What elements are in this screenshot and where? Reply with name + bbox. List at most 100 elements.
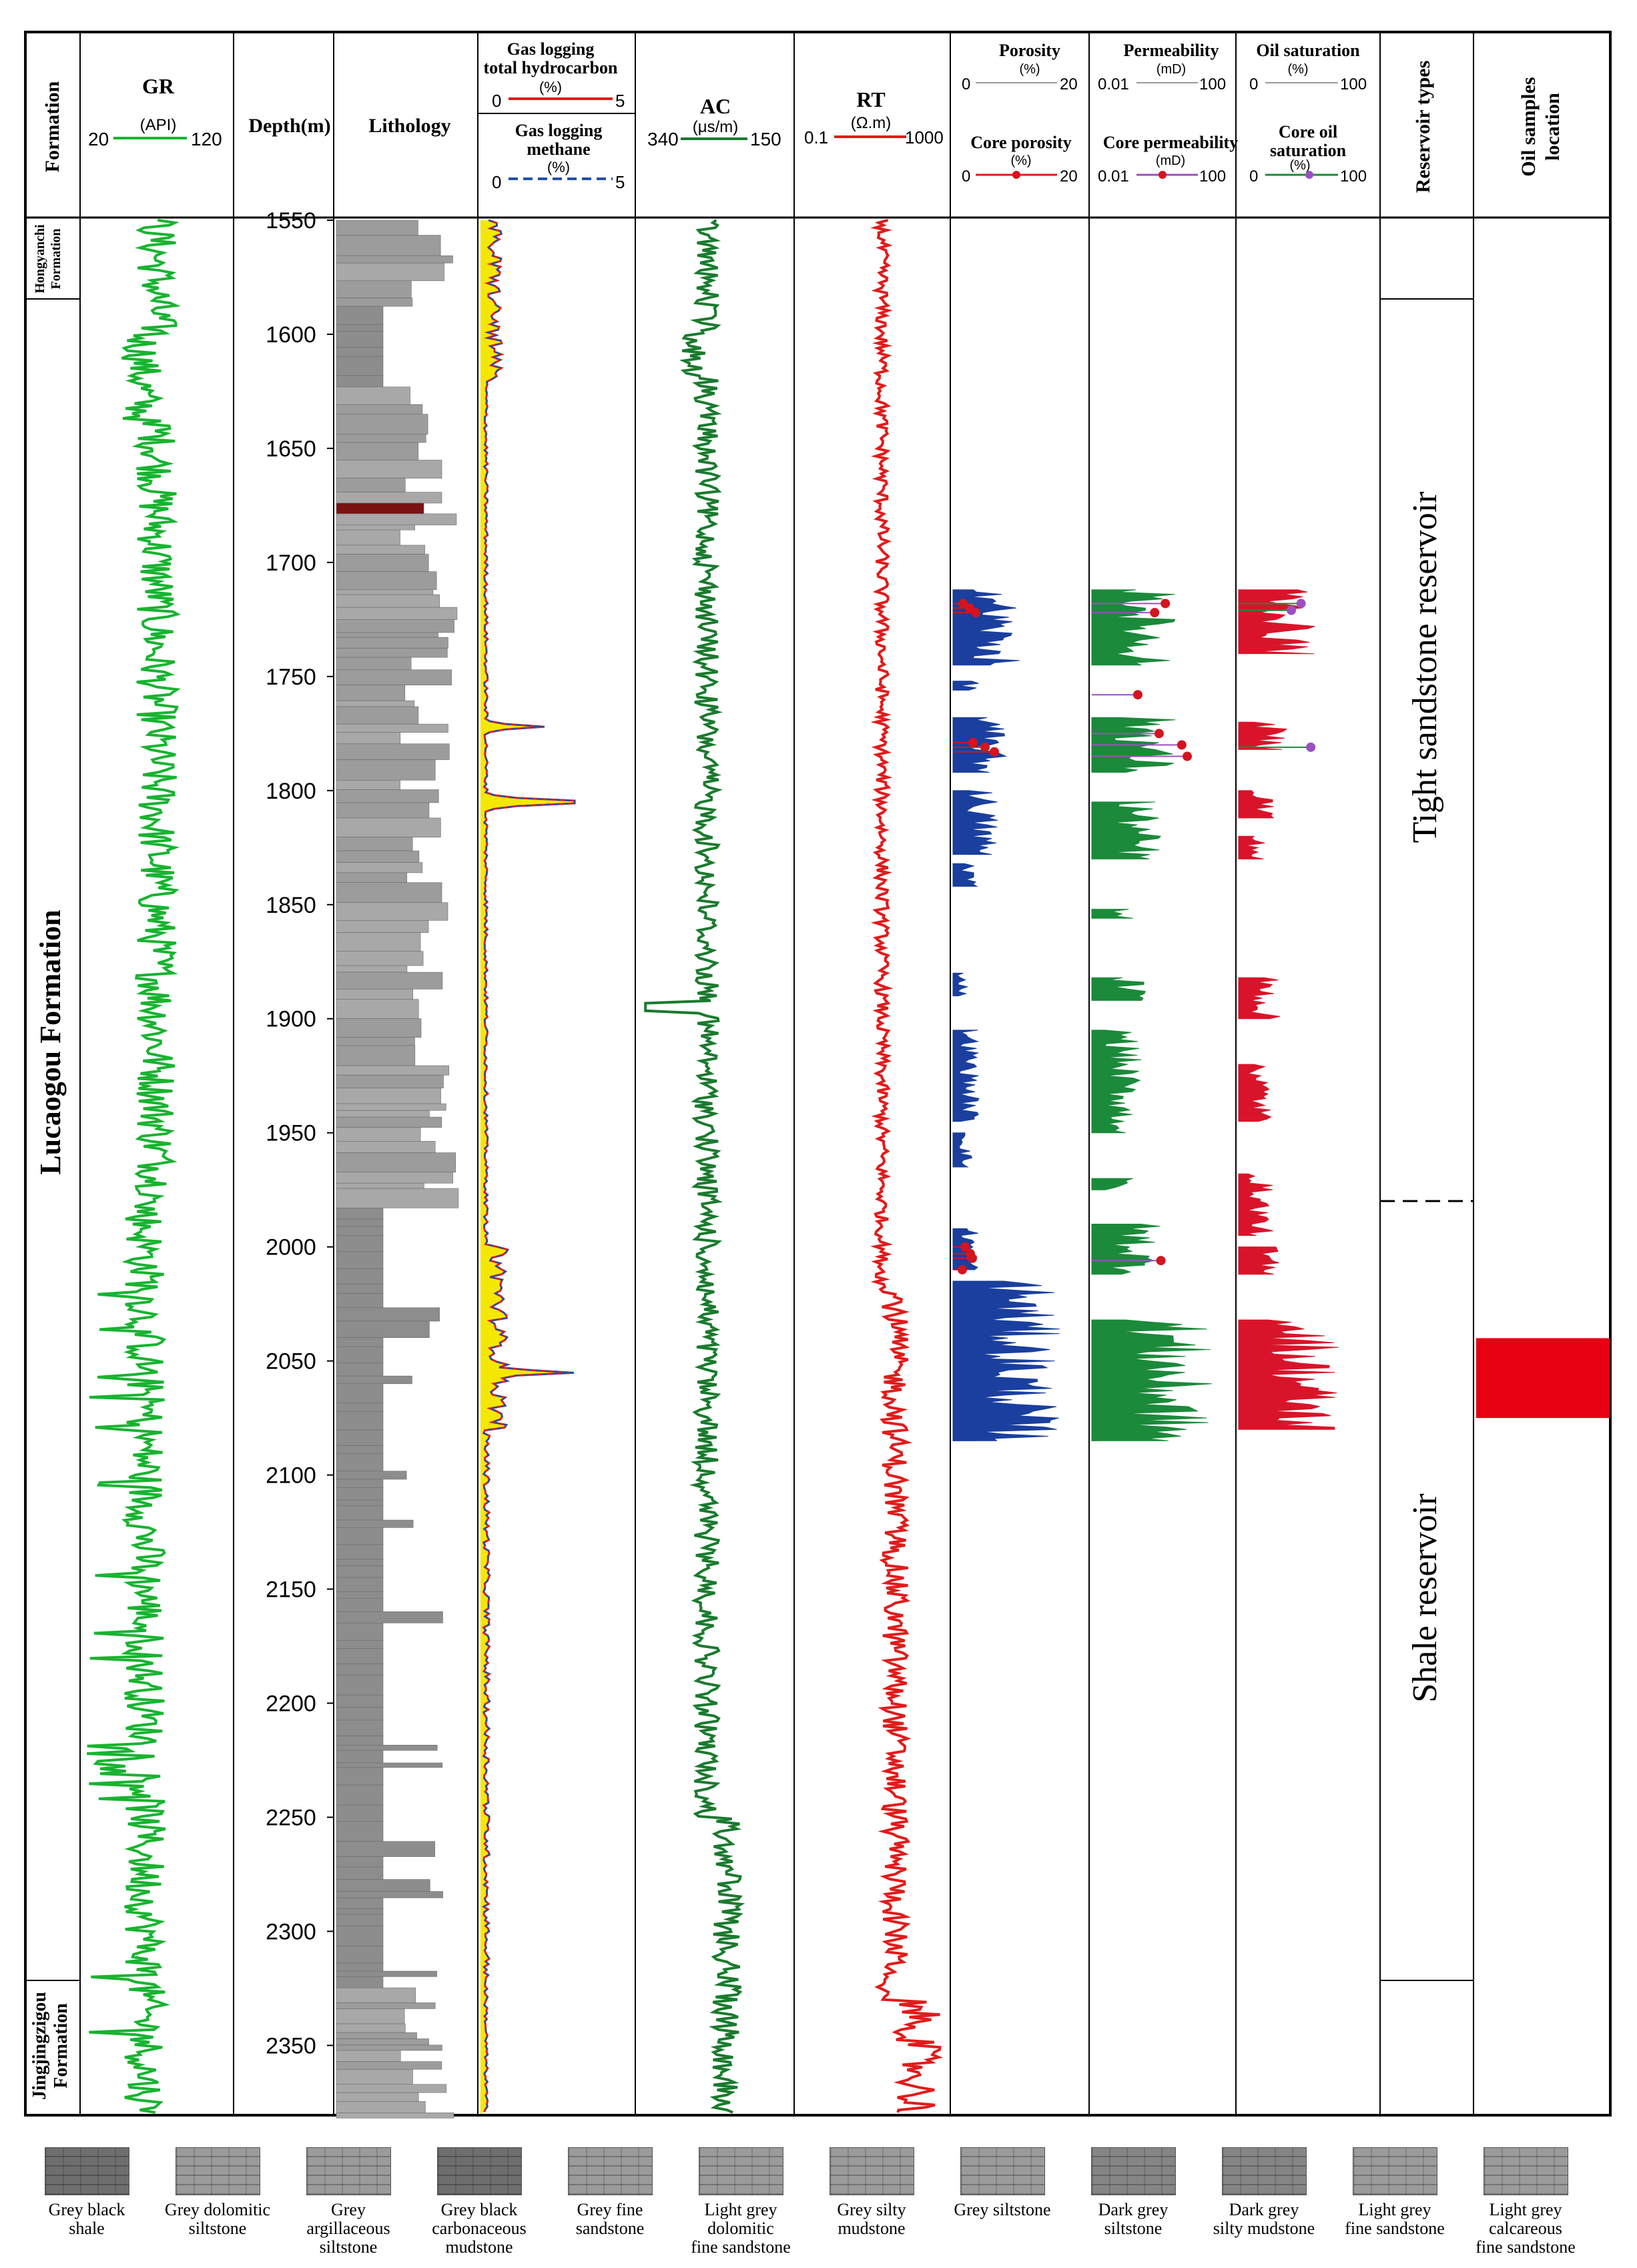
permeability-fill [1091,1223,1161,1275]
core-oil-saturation-legend-dot [1305,171,1313,179]
permeability-fill [1091,589,1176,666]
permeability-fill [1091,1178,1133,1190]
porosity-track [952,589,1060,1441]
lithology-bed [336,1720,384,1736]
gr-title: GR [142,74,175,98]
oil-saturation-fill [1238,1173,1273,1236]
lithology-bed [336,375,384,388]
lithology-bed [336,1251,384,1269]
lithology-bed [336,1946,384,1964]
lithology-bed [336,759,436,781]
lithology-bed [336,932,421,952]
legend-item: Grey fine sandstone [550,2135,670,2238]
legend-item: Light grey calcareous fine sandstone [1465,2135,1586,2257]
depth-tick-label: 1950 [266,1121,316,1146]
oil-saturation-fill [1238,589,1315,655]
core-oil-saturation-min: 0 [1249,167,1258,185]
core-porosity-point [980,742,990,752]
lithology-bed [336,571,437,591]
lithology-bed [336,1383,384,1403]
reservoir-types-header: Reservoir types [1412,61,1434,194]
depth-tick-label: 1750 [266,665,316,690]
core-porosity-point [971,608,980,618]
lithology-bed [336,2101,426,2113]
lithology-bed [336,544,425,554]
core-porosity-legend-dot [1012,171,1020,179]
gas-methane-curve [482,219,576,2113]
rt-title: RT [856,87,885,111]
lithology-bed [336,1037,415,1046]
lithology-bed [336,723,448,733]
legend-label: fine sandstone [1476,2237,1576,2257]
lithology-bed [336,589,434,595]
porosity-title: Porosity [999,41,1060,60]
lithology-bed [336,1499,384,1506]
oil-saturation-fill [1238,1246,1279,1275]
legend-item: Grey dolomitic siltstone [157,2135,278,2238]
lithology-bed [336,648,448,658]
lithology-bed [336,1103,446,1111]
oil-saturation-track [1238,589,1339,1430]
depth-tick-label: 1700 [266,550,316,576]
lithology-bed [336,1897,384,1910]
legend-label: fine sandstone [691,2237,791,2257]
lithology-bed [336,1375,412,1385]
oil-saturation-min: 0 [1249,75,1258,93]
lithology-bed [336,1914,384,1926]
lithology-bed [336,2084,446,2093]
legend-item: Light grey fine sandstone [1335,2135,1455,2238]
lithology-bed [336,1821,384,1842]
porosity-min: 0 [962,75,970,93]
rt-unit: (Ω.m) [851,114,892,132]
lithology-bed [336,255,453,264]
lithology-bed [336,1116,442,1128]
core-sample-points [953,599,1316,1274]
tight-sandstone-reservoir-label: Tight sandstone reservoir [1406,492,1444,843]
legend-item: Grey black carbonaceous mudstone [419,2135,539,2257]
legend-label: Grey fine [577,2200,643,2219]
porosity-fill [952,681,979,691]
lithology-bed [336,1453,384,1472]
core-porosity-point [958,1264,967,1274]
oil-saturation-unit: (%) [1287,62,1308,77]
lithology-bed [336,965,408,973]
lithology-bed [336,951,424,966]
lithology-bed [336,524,415,530]
lithology-bed [336,1767,384,1786]
core-permeability-point [1177,740,1187,750]
lithology-bed [336,817,441,837]
log-curves [87,219,944,2114]
oil-saturation-fill [1238,1064,1272,1122]
gr-max: 120 [191,129,222,149]
gas-total-max: 5 [615,91,625,111]
lithology-bed [336,706,419,725]
lithology-bed [336,972,443,990]
lithology-bed [336,554,429,572]
lithology-bed [336,637,448,649]
permeability-min: 0.01 [1098,75,1129,93]
lithology-bed [336,837,413,851]
legend-item: Grey siltstone [942,2135,1062,2219]
core-porosity-point [958,599,968,609]
lithology-bed [336,802,430,819]
lithology-bed [336,1879,430,1892]
core-permeability-point [1156,1256,1166,1266]
legend-swatch [829,2147,914,2195]
lithology-bed [336,732,401,745]
legend-swatch [175,2147,260,2195]
lithology-bed [336,386,410,405]
legend-swatch [960,2147,1045,2195]
lithology-bed [336,404,423,415]
lithology-bed [336,1762,443,1768]
porosity-fill [952,790,998,855]
oil-sample-interval [1476,1338,1610,1419]
lithology-bed [336,1925,384,1946]
lithology-bed [336,632,438,638]
formation-header: Formation [41,81,63,172]
lithology-bed [336,1208,384,1220]
core-oil-saturation-max: 100 [1340,167,1367,185]
lithology-bed [336,2023,406,2033]
legend-swatch [44,2147,129,2195]
lithology-bed [336,1841,435,1857]
gas-total-title-2: total hydrocarbon [483,58,618,77]
